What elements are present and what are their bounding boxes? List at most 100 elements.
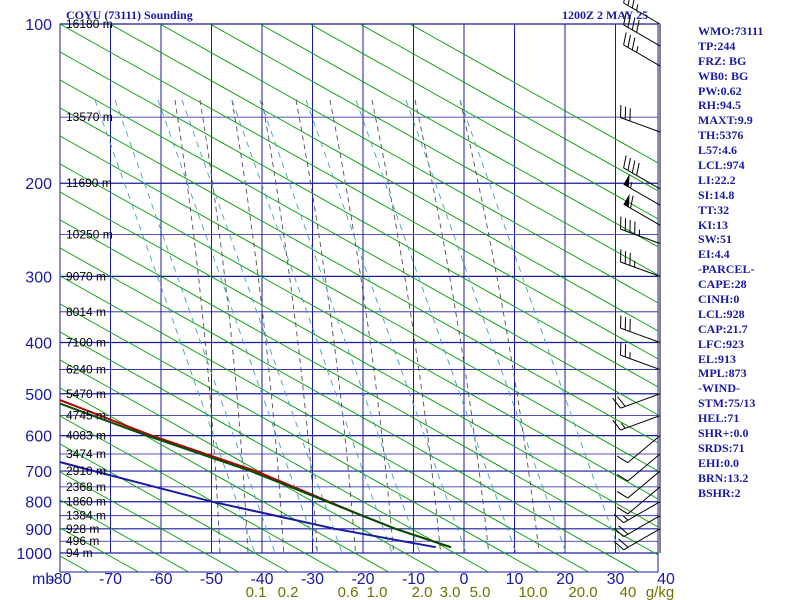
temperature-tick-label: -10 [402, 571, 425, 588]
height-label: 3474 m [66, 447, 106, 461]
dry-adiabat-line [359, 24, 658, 192]
dry-adiabat-line [259, 24, 658, 248]
pressure-tick-label: 100 [25, 17, 52, 34]
mixing-ratio-line [305, 99, 467, 554]
temperature-tick-label: -80 [48, 571, 71, 588]
wind-barb [613, 515, 661, 538]
mixing-ratio-line [231, 99, 393, 554]
pressure-tick-label: 400 [25, 335, 52, 352]
height-label: 928 m [66, 522, 99, 536]
dry-adiabat-line [60, 135, 658, 472]
dry-adiabat-line [60, 415, 340, 572]
index-item: LCL:928 [698, 306, 745, 321]
dry-adiabat-line [60, 331, 490, 572]
pressure-tick-label: 600 [25, 429, 52, 446]
height-label: 2368 m [66, 480, 106, 494]
index-item: BRN:13.2 [698, 470, 749, 485]
dry-adiabat-line [60, 387, 390, 572]
dry-adiabat-line [60, 191, 658, 528]
height-label: 6240 m [66, 363, 106, 377]
index-item: -WIND- [698, 381, 740, 396]
dry-adiabat-line [60, 163, 658, 500]
moist-adiabat-line [199, 99, 249, 554]
dry-adiabat-line [60, 275, 590, 572]
wind-barb [616, 486, 661, 515]
mixing-ratio-label: 5.0 [470, 584, 491, 600]
wind-barb [623, 155, 661, 190]
temperature-tick-label: -30 [301, 571, 324, 588]
moist-adiabat-line [329, 99, 395, 554]
dry-adiabat-line [60, 51, 658, 388]
index-item: SI:14.8 [698, 187, 735, 202]
temperature-tick-label: 0 [460, 571, 469, 588]
pressure-tick-labels: 100 200 300 400 500 600 700 800 900 1000 mb [16, 17, 54, 588]
index-item: SHR+:0.0 [698, 426, 749, 441]
wind-barb [616, 453, 661, 482]
dry-adiabat-line [159, 24, 658, 304]
height-label: 1860 m [66, 495, 106, 509]
index-item: TP:244 [698, 38, 736, 53]
index-item: FRZ: BG [698, 53, 747, 68]
wind-barb [620, 216, 661, 244]
temperature-tick-label: -20 [351, 571, 374, 588]
mixing-ratio-labels: 0.1 0.2 0.6 1.0 2.0 3.0 5.0 10.0 20.0 40 g/kg [246, 584, 675, 600]
dry-adiabat-line [60, 79, 658, 416]
height-label: 5470 m [66, 387, 106, 401]
height-label: 16180 m [66, 17, 113, 31]
index-item: SW:51 [698, 232, 733, 247]
wind-barb [613, 528, 661, 551]
mixing-ratio-line [259, 99, 421, 554]
dry-adiabat-line [209, 24, 658, 276]
pressure-tick-label: 300 [25, 269, 52, 286]
index-item: KI:13 [698, 217, 728, 232]
temperature-tick-label: -60 [149, 571, 172, 588]
index-item: WMO:73111 [698, 24, 764, 38]
dry-adiabat-line [60, 219, 658, 556]
index-item: RH:94.5 [698, 98, 741, 113]
index-item: EI:4.4 [698, 247, 730, 262]
height-label: 94 m [66, 546, 93, 560]
mixing-ratio-label: 20.0 [568, 584, 597, 600]
pressure-tick-label: 500 [25, 387, 52, 404]
wind-barb [616, 435, 661, 464]
height-label: 1384 m [66, 509, 106, 523]
pressure-tick-label: 800 [25, 495, 52, 512]
temperature-tick-label: 30 [607, 571, 625, 588]
chart-title: COYU (73111) Sounding [66, 8, 193, 22]
index-item: LI:22.2 [698, 172, 736, 187]
index-item: HEL:71 [698, 411, 740, 426]
thermo-background-lines [60, 24, 658, 572]
index-item: EHI:0.0 [698, 455, 740, 470]
dry-adiabat-line [60, 303, 540, 572]
temperature-tick-label: 40 [657, 571, 675, 588]
dry-adiabat-line [309, 24, 658, 220]
height-label: 4083 m [66, 429, 106, 443]
index-item: CINH:0 [698, 292, 740, 307]
index-item: LCL:974 [698, 158, 745, 173]
height-label: 10250 m [66, 228, 113, 242]
mixing-ratio-line [181, 99, 343, 554]
sounding-traces [60, 399, 452, 549]
mixing-ratio-label: 0.2 [278, 584, 299, 600]
index-item: SRDS:71 [698, 440, 745, 455]
index-item: L57:4.6 [698, 143, 737, 158]
height-label: 7100 m [66, 335, 106, 349]
height-label: 13570 m [66, 110, 113, 124]
stability-indices-panel: WMO:73111 TP:244 FRZ: BG WB0: BG PW:0.62 RH:9… [698, 24, 798, 501]
index-item: PW:0.62 [698, 83, 742, 98]
height-label: 496 m [66, 534, 99, 548]
pressure-unit-label: mb [32, 571, 54, 588]
dry-adiabat-line [60, 24, 658, 360]
pressure-tick-label: 200 [25, 176, 52, 193]
index-item: LFC:923 [698, 336, 744, 351]
temperature-tick-label: -70 [99, 571, 122, 588]
wind-barb [623, 32, 661, 67]
mixing-ratio-label: 0.1 [246, 584, 267, 600]
wind-barb [620, 249, 661, 277]
moist-adiabat-line [174, 99, 221, 554]
wind-barb [620, 315, 661, 343]
wind-barb [612, 393, 661, 409]
index-item: BSHR:2 [698, 485, 741, 500]
wind-barb [623, 12, 661, 47]
